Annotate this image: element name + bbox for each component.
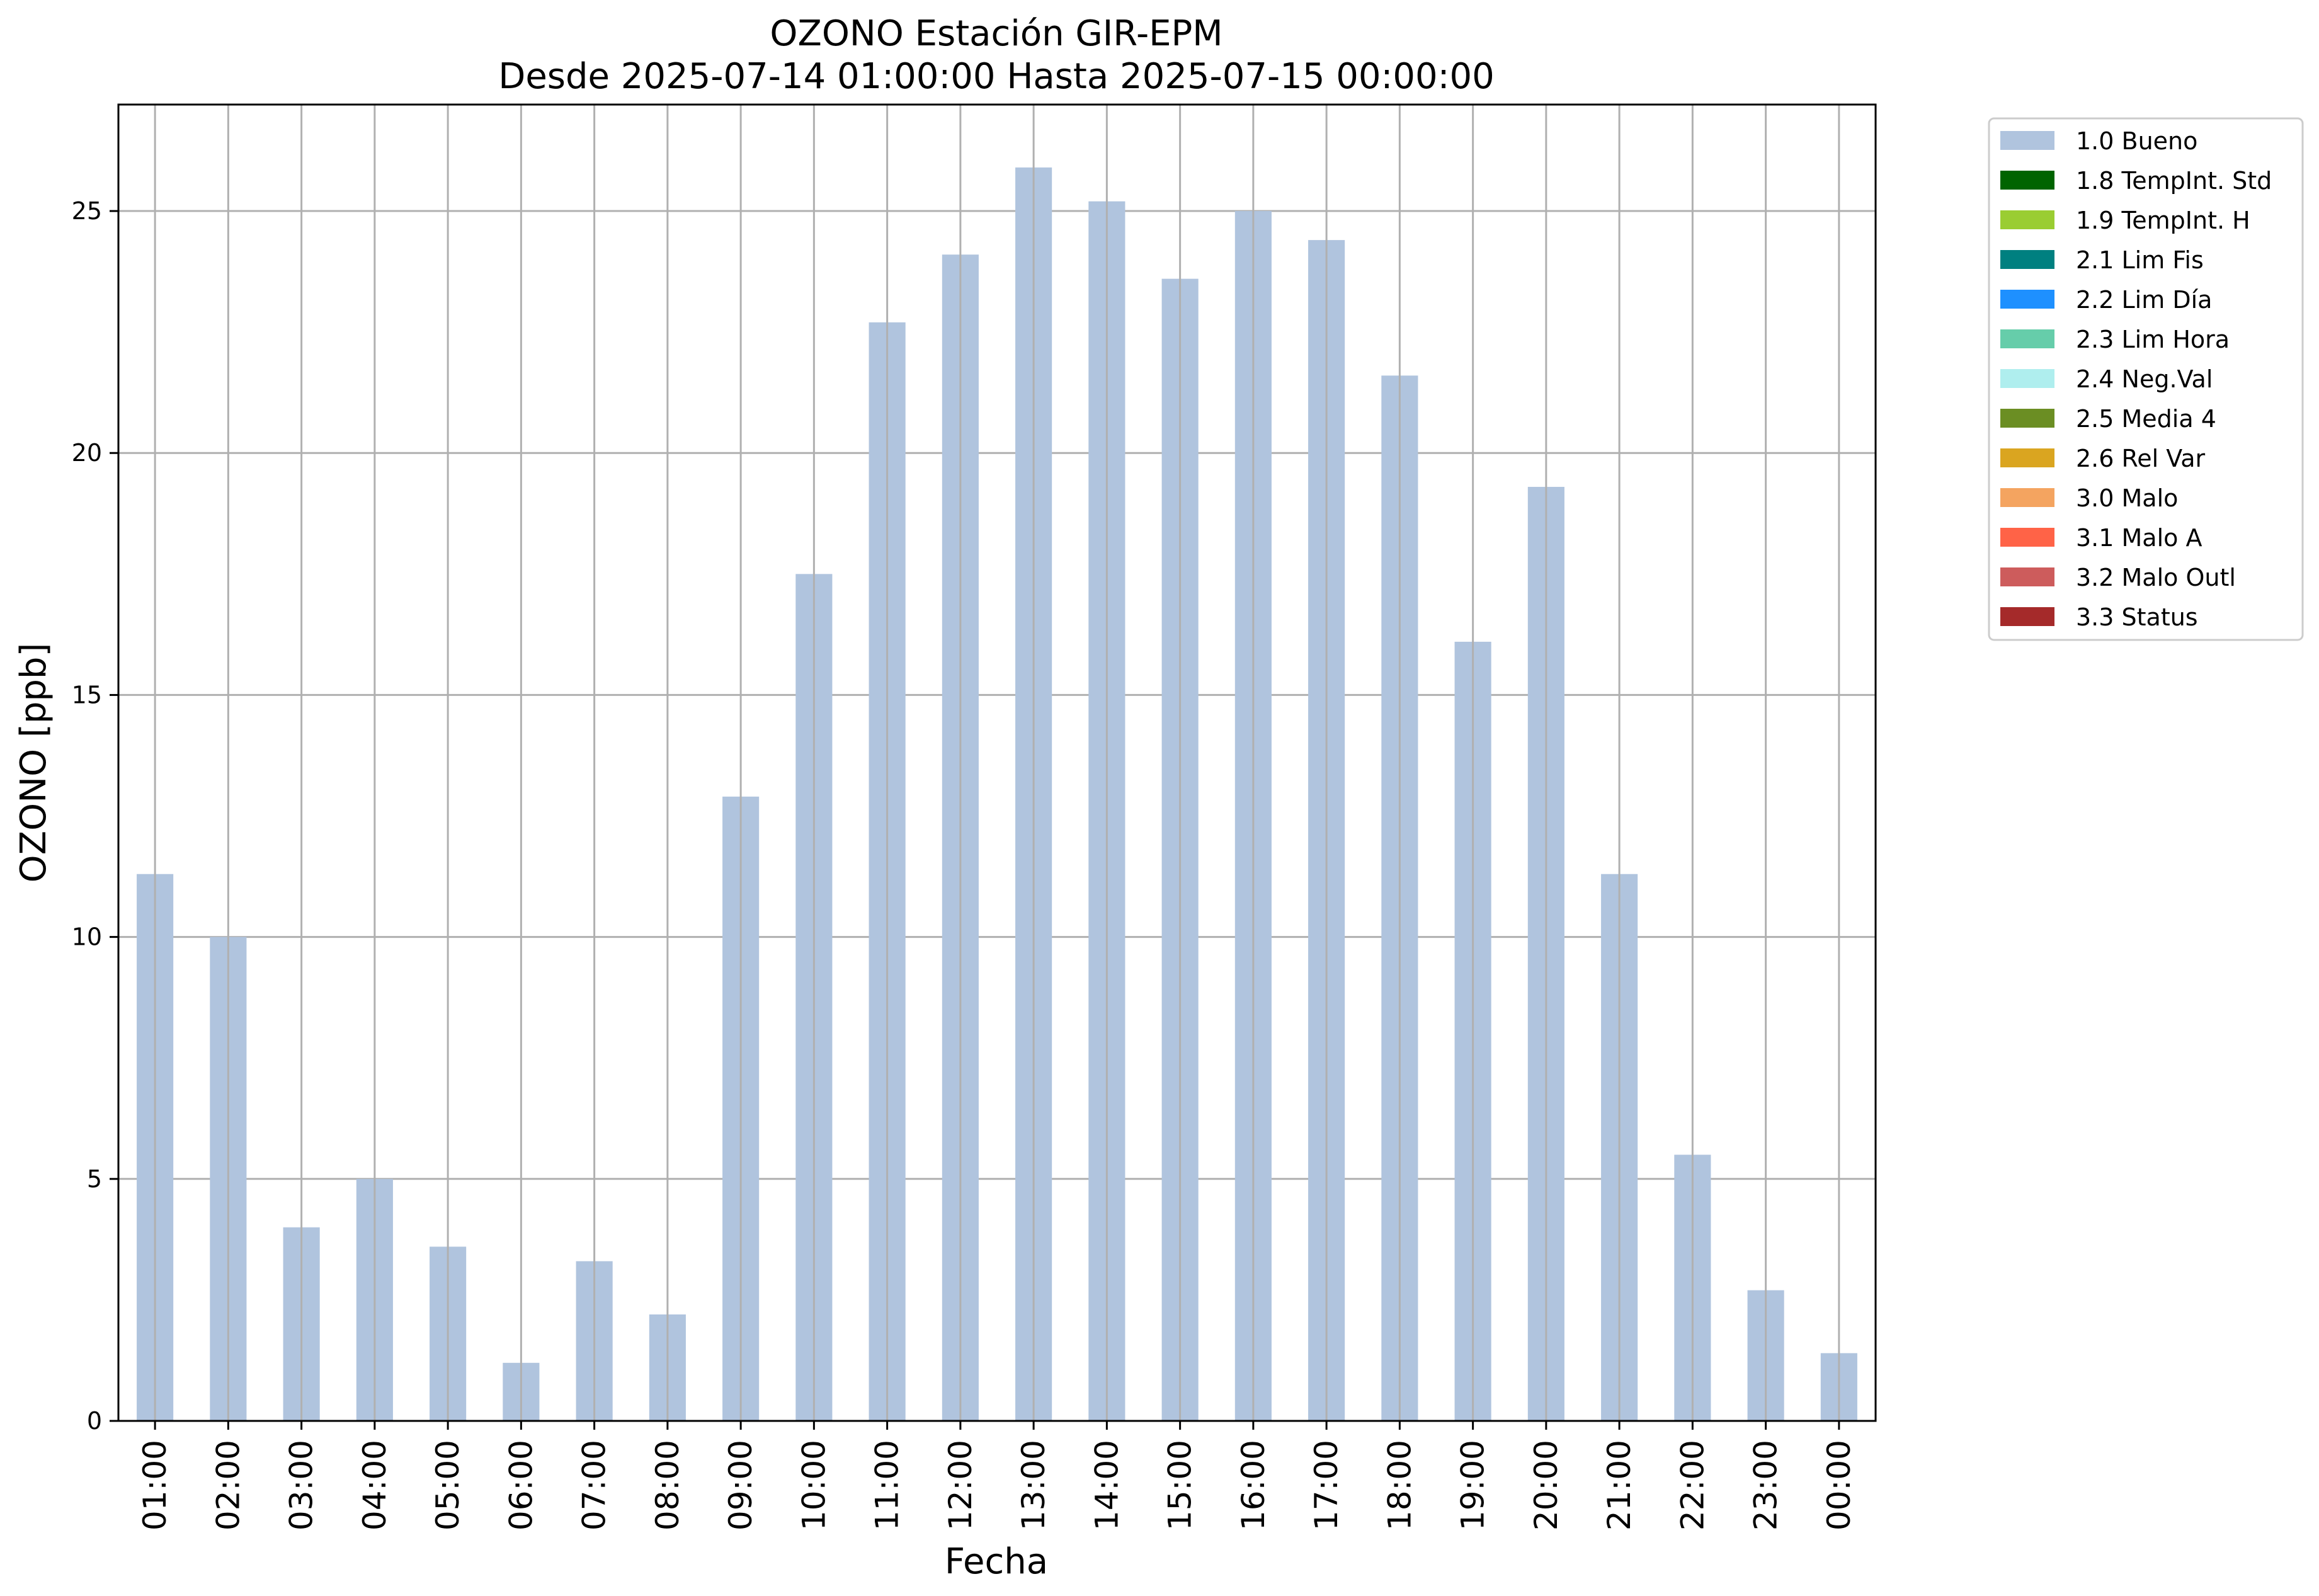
legend-swatch <box>2000 528 2054 547</box>
x-tick-label: 22:00 <box>1674 1440 1711 1530</box>
legend-label: 2.5 Media 4 <box>2076 405 2216 433</box>
legend-label: 2.3 Lim Hora <box>2076 326 2230 353</box>
x-tick-label: 00:00 <box>1821 1440 1857 1530</box>
legend-swatch <box>2000 567 2054 586</box>
x-ticks-layer: 01:00 02:00 03:00 04:00 05:00 06:00 07:00 08:00… <box>137 1421 1857 1530</box>
y-tick-label: 5 <box>87 1165 102 1193</box>
legend-frame <box>1988 117 2304 641</box>
x-tick-label: 07:00 <box>576 1440 613 1530</box>
legend-swatch <box>2000 250 2054 269</box>
x-tick-label: 20:00 <box>1528 1440 1564 1530</box>
x-axis-label: Fecha <box>945 1541 1048 1582</box>
legend-label: 2.4 Neg.Val <box>2076 365 2213 393</box>
legend-label: 2.2 Lim Día <box>2076 286 2212 314</box>
legend-label: 3.2 Malo Outl <box>2076 564 2236 591</box>
y-tick-label: 10 <box>72 923 102 951</box>
legend-label: 3.1 Malo A <box>2076 524 2202 552</box>
x-tick-label: 23:00 <box>1748 1440 1784 1530</box>
legend-swatch <box>2000 131 2054 150</box>
y-axis-label: OZONO [ppb] <box>13 643 54 883</box>
plot-area-frame <box>117 103 1877 1422</box>
legend-label: 3.0 Malo <box>2076 484 2178 512</box>
x-tick-label: 15:00 <box>1162 1440 1199 1530</box>
legend: 1.0 Bueno 1.8 TempInt. Std 1.9 TempInt. H 2… <box>1988 117 2304 641</box>
x-tick-label: 14:00 <box>1088 1440 1125 1530</box>
x-tick-label: 08:00 <box>649 1440 686 1530</box>
x-tick-label: 10:00 <box>795 1440 832 1530</box>
y-tick-label: 20 <box>72 439 102 467</box>
bars-layer <box>137 167 1857 1422</box>
legend-swatch <box>2000 369 2054 388</box>
x-tick-label: 19:00 <box>1455 1440 1491 1530</box>
legend-label: 3.3 Status <box>2076 603 2198 631</box>
y-ticks-layer: 0 5 10 15 20 25 <box>72 197 118 1435</box>
x-tick-label: 21:00 <box>1601 1440 1638 1530</box>
x-tick-label: 03:00 <box>283 1440 320 1530</box>
legend-label: 1.0 Bueno <box>2076 127 2197 155</box>
x-tick-label: 17:00 <box>1308 1440 1345 1530</box>
legend-label: 1.8 TempInt. Std <box>2076 167 2272 195</box>
x-tick-label: 06:00 <box>503 1440 539 1530</box>
x-tick-label: 12:00 <box>942 1440 979 1530</box>
y-tick-label: 0 <box>87 1407 102 1435</box>
y-tick-label: 15 <box>72 681 102 709</box>
x-tick-label: 11:00 <box>869 1440 906 1530</box>
chart-subtitle: Desde 2025-07-14 01:00:00 Hasta 2025-07-… <box>498 56 1495 97</box>
x-tick-label: 16:00 <box>1235 1440 1272 1530</box>
legend-label: 2.1 Lim Fis <box>2076 246 2204 274</box>
legend-swatch <box>2000 448 2054 467</box>
chart-title: OZONO Estación GIR-EPM <box>770 13 1222 54</box>
legend-swatch <box>2000 210 2054 229</box>
legend-swatch <box>2000 607 2054 626</box>
x-tick-label: 04:00 <box>356 1440 393 1530</box>
legend-swatch <box>2000 290 2054 309</box>
x-tick-label: 01:00 <box>137 1440 173 1530</box>
x-tick-label: 02:00 <box>210 1440 246 1530</box>
y-tick-label: 25 <box>72 197 102 225</box>
legend-label: 1.9 TempInt. H <box>2076 207 2250 234</box>
x-tick-label: 18:00 <box>1381 1440 1418 1530</box>
x-tick-label: 13:00 <box>1015 1440 1052 1530</box>
legend-swatch <box>2000 488 2054 507</box>
x-tick-label: 05:00 <box>430 1440 466 1530</box>
legend-label: 2.6 Rel Var <box>2076 445 2206 472</box>
x-grid-layer <box>154 105 1840 1421</box>
legend-swatch <box>2000 329 2054 348</box>
legend-swatch <box>2000 409 2054 428</box>
x-tick-label: 09:00 <box>722 1440 759 1530</box>
legend-swatch <box>2000 171 2054 190</box>
